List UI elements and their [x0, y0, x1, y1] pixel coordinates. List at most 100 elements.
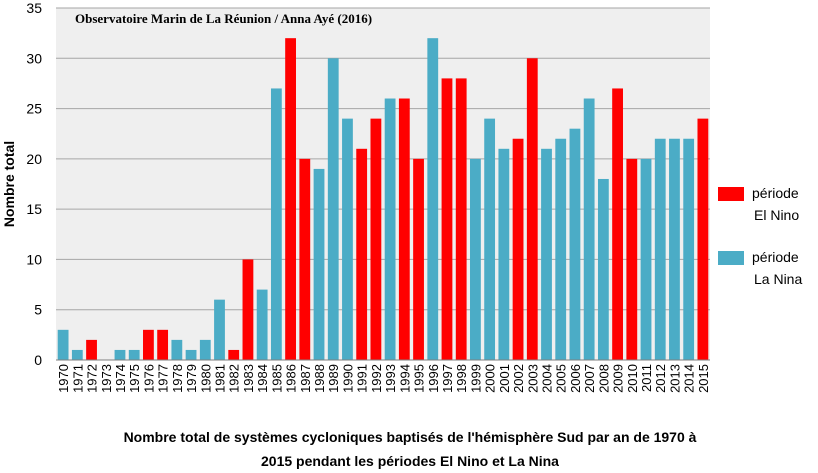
legend-label-el-nino-line2: El Nino	[754, 207, 800, 223]
bars	[57, 38, 709, 361]
y-tick-label: 25	[26, 101, 42, 117]
bar-1975	[128, 349, 140, 360]
x-tick-label: 2004	[540, 364, 555, 393]
y-tick-label: 35	[26, 0, 42, 16]
bar-1996	[427, 38, 439, 361]
x-tick-label: 1985	[269, 364, 284, 393]
bar-1984	[256, 289, 268, 360]
x-tick-label: 1979	[184, 364, 199, 393]
legend-swatch-la-nina	[718, 251, 744, 265]
bar-1993	[384, 98, 396, 360]
x-tick-label: 1977	[156, 364, 171, 393]
y-tick-label: 5	[34, 302, 42, 318]
legend-label-la-nina-line1: période	[752, 249, 799, 265]
y-tick-label: 10	[26, 251, 42, 267]
bar-1983	[242, 259, 254, 360]
bar-1974	[114, 349, 126, 360]
bar-1985	[270, 88, 282, 360]
x-tick-label: 2002	[511, 364, 526, 393]
bar-1976	[143, 329, 154, 360]
x-tick-label: 2011	[639, 364, 654, 392]
bar-1979	[185, 349, 197, 360]
x-tick-label: 1993	[383, 364, 398, 393]
bar-1995	[413, 158, 424, 360]
legend-label-la-nina-line2: La Nina	[754, 271, 803, 287]
x-tick-label: 2000	[483, 364, 498, 393]
x-tick-label: 1980	[198, 364, 213, 393]
legend-label-el-nino-line1: période	[752, 185, 799, 201]
bar-1978	[171, 339, 183, 360]
x-tick-label: 1990	[340, 364, 355, 393]
x-tick-label: 1975	[127, 364, 142, 393]
bar-2013	[669, 138, 680, 360]
bar-2011	[640, 158, 652, 360]
y-axis-label: Nombre total	[1, 141, 17, 227]
x-tick-label: 2005	[554, 364, 569, 393]
x-tick-label: 2007	[582, 364, 597, 393]
bar-1980	[199, 339, 211, 360]
bar-1998	[455, 78, 467, 361]
x-tick-label: 2012	[653, 364, 668, 393]
x-tick-label: 1987	[298, 364, 313, 393]
x-tick-label: 1997	[440, 364, 455, 393]
bar-2000	[484, 118, 496, 360]
x-tick-label: 1970	[56, 364, 71, 393]
bar-1994	[398, 98, 410, 360]
x-tick-label: 2001	[497, 364, 512, 393]
bar-2002	[512, 138, 524, 360]
bar-1987	[299, 158, 311, 360]
y-tick-label: 30	[26, 50, 42, 66]
x-tick-label: 1996	[426, 364, 441, 393]
legend-swatch-el-nino	[718, 187, 744, 201]
x-tick-label: 1988	[312, 364, 327, 393]
legend-item-la-nina: période La Nina	[718, 246, 818, 290]
bar-2015	[697, 118, 709, 360]
bar-2007	[583, 98, 595, 360]
x-tick-label: 1998	[454, 364, 469, 393]
y-tick-label: 20	[26, 151, 42, 167]
bar-1991	[356, 148, 368, 360]
chart-title-line1: Nombre total de systèmes cycloniques bap…	[123, 429, 697, 445]
bar-2010	[626, 158, 638, 360]
x-tick-label: 2006	[568, 364, 583, 393]
x-tick-label: 2014	[682, 364, 697, 393]
bar-1986	[285, 38, 296, 361]
bar-2005	[555, 138, 567, 360]
x-tick-label: 1974	[113, 364, 128, 393]
x-tick-label: 2009	[611, 364, 626, 393]
bar-1989	[327, 58, 339, 361]
bar-2004	[541, 148, 552, 360]
chart-title: Nombre total de systèmes cycloniques bap…	[40, 425, 780, 473]
bar-1981	[214, 299, 225, 360]
x-tick-label: 1972	[85, 364, 100, 393]
bar-1997	[441, 78, 453, 361]
chart-annotation: Observatoire Marin de La Réunion / Anna …	[75, 11, 372, 26]
bar-2003	[526, 58, 538, 361]
gridlines	[56, 7, 710, 311]
bar-1971	[71, 349, 83, 360]
legend-item-el-nino: période El Nino	[718, 182, 818, 226]
bar-1977	[157, 329, 169, 360]
x-tick-label: 1991	[355, 364, 370, 393]
bar-1982	[228, 349, 240, 360]
bar-1970	[57, 329, 69, 360]
y-tick-label: 15	[26, 201, 42, 217]
bar-2009	[612, 88, 623, 360]
chart-title-line2: 2015 pendant les périodes El Nino et La …	[261, 453, 559, 469]
bar-2006	[569, 128, 581, 360]
bar-2014	[683, 138, 695, 360]
y-tick-labels: 0 5 10 15 20 25 30 35	[26, 0, 42, 368]
x-tick-label: 1976	[141, 364, 156, 393]
x-tick-label: 1995	[412, 364, 427, 393]
x-tick-label: 2015	[696, 364, 711, 393]
plot-area	[56, 8, 710, 360]
x-tick-label: 1983	[241, 364, 256, 393]
bar-2008	[597, 178, 609, 360]
x-tick-label: 1984	[255, 364, 270, 393]
x-tick-label: 1989	[326, 364, 341, 393]
bar-1999	[470, 158, 481, 360]
x-tick-label: 2010	[625, 364, 640, 393]
bar-2012	[654, 138, 666, 360]
bar-1992	[370, 118, 382, 360]
